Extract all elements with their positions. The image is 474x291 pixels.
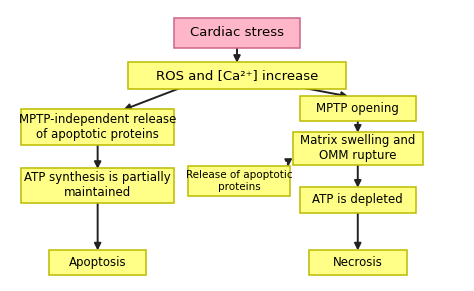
FancyBboxPatch shape [49, 250, 146, 275]
FancyBboxPatch shape [21, 168, 174, 203]
Text: Necrosis: Necrosis [333, 256, 383, 269]
Text: Apoptosis: Apoptosis [69, 256, 127, 269]
FancyBboxPatch shape [293, 132, 423, 165]
Text: MPTP opening: MPTP opening [316, 102, 399, 115]
Text: MPTP-independent release
of apoptotic proteins: MPTP-independent release of apoptotic pr… [19, 113, 176, 141]
FancyBboxPatch shape [128, 62, 346, 89]
FancyBboxPatch shape [21, 109, 174, 145]
FancyBboxPatch shape [174, 18, 300, 48]
Text: Matrix swelling and
OMM rupture: Matrix swelling and OMM rupture [300, 134, 416, 162]
Text: ATP synthesis is partially
maintained: ATP synthesis is partially maintained [24, 171, 171, 199]
Text: ROS and [Ca²⁺]⁣ increase: ROS and [Ca²⁺]⁣ increase [156, 69, 318, 82]
Text: Release of apoptotic
proteins: Release of apoptotic proteins [186, 170, 292, 192]
FancyBboxPatch shape [188, 166, 291, 196]
FancyBboxPatch shape [309, 250, 407, 275]
FancyBboxPatch shape [300, 96, 416, 121]
FancyBboxPatch shape [300, 187, 416, 212]
Text: Cardiac stress: Cardiac stress [190, 26, 284, 39]
Text: ATP is depleted: ATP is depleted [312, 193, 403, 206]
